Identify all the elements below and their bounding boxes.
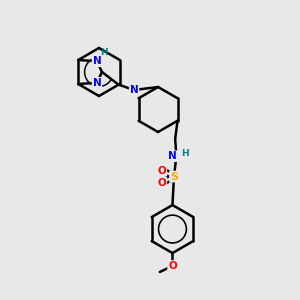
Text: N: N xyxy=(168,151,177,161)
Text: S: S xyxy=(170,172,178,182)
Text: H: H xyxy=(100,48,107,57)
Text: N: N xyxy=(92,56,101,66)
Text: N: N xyxy=(92,78,101,88)
Text: O: O xyxy=(168,261,177,271)
Text: H: H xyxy=(181,149,189,158)
Text: O: O xyxy=(158,166,166,176)
Text: N: N xyxy=(130,85,139,95)
Text: O: O xyxy=(158,178,166,188)
